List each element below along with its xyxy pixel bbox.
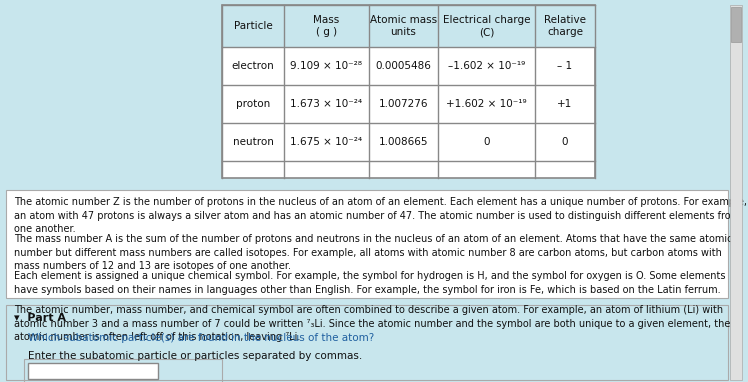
Text: ▾  Part A: ▾ Part A: [14, 313, 66, 323]
Bar: [222, 5, 595, 178]
Text: 1.007276: 1.007276: [378, 99, 429, 109]
Text: Relative
charge: Relative charge: [544, 15, 586, 37]
Text: 1.673 × 10⁻²⁴: 1.673 × 10⁻²⁴: [290, 99, 363, 109]
Bar: [6, 190, 728, 298]
Text: Mass
( g ): Mass ( g ): [313, 15, 340, 37]
Text: 0: 0: [562, 137, 568, 147]
Text: 1.675 × 10⁻²⁴: 1.675 × 10⁻²⁴: [290, 137, 363, 147]
Text: The mass number A is the sum of the number of protons and neutrons in the nucleu: The mass number A is the sum of the numb…: [14, 234, 732, 271]
Text: electron: electron: [232, 61, 275, 71]
Text: Each element is assigned a unique chemical symbol. For example, the symbol for h: Each element is assigned a unique chemic…: [14, 271, 726, 295]
Text: +1.602 × 10⁻¹⁹: +1.602 × 10⁻¹⁹: [447, 99, 527, 109]
Text: 0.0005486: 0.0005486: [375, 61, 432, 71]
Bar: [6, 305, 728, 380]
Text: proton: proton: [236, 99, 270, 109]
Text: The atomic number Z is the number of protons in the nucleus of an atom of an ele: The atomic number Z is the number of pro…: [14, 197, 747, 234]
Bar: [222, 5, 595, 47]
Text: 9.109 × 10⁻²⁸: 9.109 × 10⁻²⁸: [290, 61, 363, 71]
Bar: [24, 359, 222, 382]
Text: –1.602 × 10⁻¹⁹: –1.602 × 10⁻¹⁹: [448, 61, 525, 71]
Text: Particle: Particle: [233, 21, 272, 31]
Text: Atomic mass
units: Atomic mass units: [370, 15, 437, 37]
Bar: [28, 363, 158, 379]
Text: +1: +1: [557, 99, 573, 109]
Text: Electrical charge
(C): Electrical charge (C): [443, 15, 530, 37]
Text: Enter the subatomic particle or particles separated by commas.: Enter the subatomic particle or particle…: [28, 351, 362, 361]
Text: – 1: – 1: [557, 61, 572, 71]
Bar: [730, 5, 742, 380]
Text: The atomic number, mass number, and chemical symbol are often combined to descri: The atomic number, mass number, and chem…: [14, 305, 730, 342]
Text: 1.008665: 1.008665: [378, 137, 429, 147]
Text: 0: 0: [483, 137, 490, 147]
Text: neutron: neutron: [233, 137, 274, 147]
Text: Which subatomic particle(s) are found in the nucleus of the atom?: Which subatomic particle(s) are found in…: [28, 333, 374, 343]
Bar: [731, 7, 741, 42]
